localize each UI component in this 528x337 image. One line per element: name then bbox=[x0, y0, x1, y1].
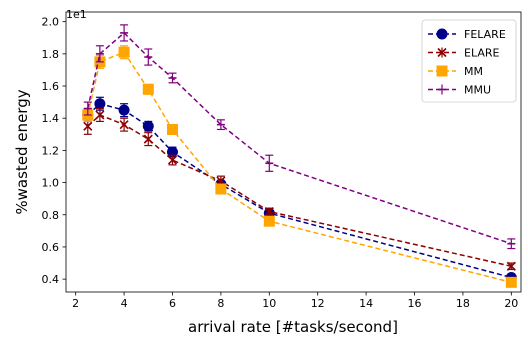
data-point bbox=[506, 261, 516, 271]
legend-marker bbox=[436, 28, 448, 40]
data-point bbox=[167, 155, 178, 165]
y-tick-label: 2.0 bbox=[42, 16, 60, 29]
y-tick-label: 1.4 bbox=[42, 112, 60, 125]
y-tick-label: 1.2 bbox=[42, 144, 60, 157]
data-point bbox=[142, 83, 154, 95]
series-mmu bbox=[83, 24, 516, 250]
data-point bbox=[119, 120, 129, 130]
y-tick-label: 1.8 bbox=[42, 48, 60, 61]
data-point bbox=[166, 123, 178, 135]
data-point bbox=[95, 110, 105, 120]
legend-marker bbox=[437, 47, 447, 58]
y-tick-label: 1.0 bbox=[42, 177, 60, 190]
x-axis-label: arrival rate [#tasks/second] bbox=[188, 318, 398, 336]
legend-marker bbox=[436, 65, 448, 77]
x-tick-label: 12 bbox=[311, 297, 325, 310]
plot-layer: 2 4 6 8 10 12 14 16 18 20 0.4 0.6 0.8 1.0 1.2 1.4 1.6 1.8… bbox=[42, 11, 522, 310]
legend-box bbox=[421, 19, 517, 103]
y-axis-label: %wasted energy bbox=[13, 89, 31, 214]
data-point bbox=[94, 98, 106, 110]
x-tick-label: 14 bbox=[359, 297, 373, 310]
legend-entry: FELARE bbox=[428, 28, 506, 41]
legend-entry: MMU bbox=[428, 84, 491, 97]
data-point bbox=[215, 183, 227, 195]
legend-label: FELARE bbox=[464, 28, 506, 41]
legend-label: MMU bbox=[464, 84, 491, 97]
data-point bbox=[83, 121, 93, 131]
data-point bbox=[118, 46, 130, 58]
data-point bbox=[505, 276, 517, 288]
legend-entry: MM bbox=[428, 65, 483, 78]
data-point bbox=[264, 206, 274, 217]
x-tick-label: 20 bbox=[504, 297, 518, 310]
y-offset-label: 1e1 bbox=[66, 8, 87, 21]
legend-label: MM bbox=[464, 65, 483, 78]
x-tick-label: 18 bbox=[456, 297, 470, 310]
data-point bbox=[118, 104, 130, 116]
legend-entry: ELARE bbox=[428, 47, 499, 60]
data-point bbox=[142, 120, 154, 132]
series-elare bbox=[83, 107, 516, 271]
x-tick-label: 6 bbox=[169, 297, 176, 310]
x-tick-label: 4 bbox=[121, 297, 128, 310]
x-tick-label: 2 bbox=[72, 297, 79, 310]
x-tick-label: 10 bbox=[262, 297, 276, 310]
series-felare bbox=[82, 96, 517, 284]
plot-frame bbox=[65, 11, 522, 293]
legend-label: ELARE bbox=[464, 47, 499, 60]
y-tick-label: 0.6 bbox=[42, 241, 60, 254]
y-tick-label: 0.4 bbox=[42, 273, 60, 286]
y-tick-label: 0.8 bbox=[42, 209, 60, 222]
x-tick-label: 16 bbox=[408, 297, 422, 310]
series-line bbox=[87, 31, 512, 245]
legend: FELARE ELARE MM MMU bbox=[421, 19, 517, 103]
series-line bbox=[87, 114, 512, 267]
y-tick-label: 1.6 bbox=[42, 80, 60, 93]
data-point bbox=[143, 134, 153, 144]
data-point bbox=[263, 215, 275, 227]
x-tick-label: 8 bbox=[217, 297, 224, 310]
